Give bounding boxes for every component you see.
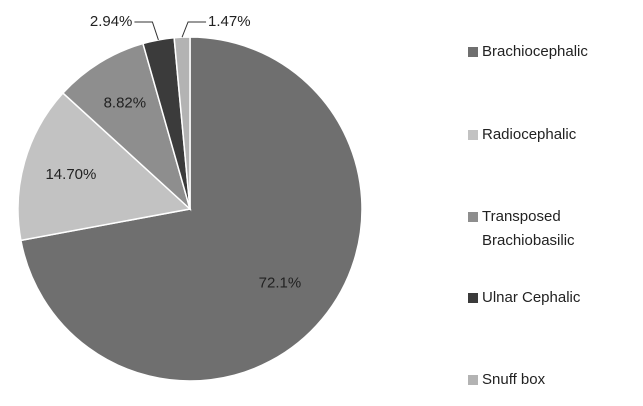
pie-slice <box>20 36 363 382</box>
legend-label: Radiocephalic <box>482 126 577 143</box>
legend-item: Brachiocephalic <box>468 40 632 64</box>
legend-swatch <box>468 47 478 57</box>
pie-slice <box>61 42 192 212</box>
data-label: 8.82% <box>104 95 147 112</box>
data-label: 14.70% <box>45 166 96 183</box>
legend-item: Ulnar Cephalic <box>468 286 632 310</box>
legend-swatch <box>468 293 478 303</box>
legend: Brachiocephalic Radiocephalic Transposed B… <box>468 0 643 406</box>
legend-item: Snuff box <box>468 368 632 392</box>
leader-line <box>134 21 159 41</box>
legend-label: Brachiocephalic <box>482 43 588 60</box>
legend-item: Radiocephalic <box>468 123 632 147</box>
legend-swatch <box>468 212 478 222</box>
legend-label: Transposed Brachiobasilic <box>482 208 575 249</box>
data-label: 72.1% <box>259 275 302 292</box>
legend-item: Transposed Brachiobasilic <box>468 205 632 253</box>
pie-slice <box>17 91 192 242</box>
leader-line <box>181 21 207 38</box>
legend-swatch <box>468 130 478 140</box>
legend-label: Ulnar Cephalic <box>482 289 581 306</box>
data-label: 2.94% <box>90 13 133 30</box>
legend-swatch <box>468 375 478 385</box>
chart: 72.1% 14.70% 8.82% 2.94% 1.47% <box>17 13 363 382</box>
legend-label: Snuff box <box>482 371 546 388</box>
data-label: 1.47% <box>208 13 251 30</box>
